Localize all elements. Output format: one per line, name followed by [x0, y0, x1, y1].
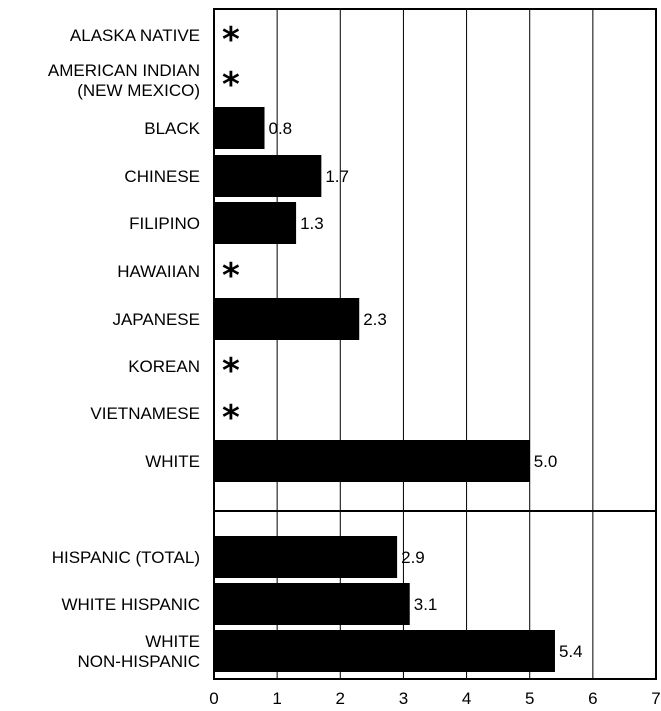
missing-marker-american-indian-new-mexico: *	[222, 65, 240, 105]
category-label-american-indian-new-mexico: AMERICAN INDIAN	[48, 61, 200, 80]
value-label-white-non-hispanic: 5.4	[559, 642, 583, 661]
missing-marker-korean: *	[222, 351, 240, 391]
category-label-white: WHITE	[145, 452, 200, 471]
category-label-japanese: JAPANESE	[112, 310, 200, 329]
category-label-chinese: CHINESE	[124, 167, 200, 186]
value-label-white: 5.0	[534, 452, 558, 471]
category-label-vietnamese: VIETNAMESE	[90, 404, 200, 423]
bar-japanese	[214, 298, 360, 340]
category-label-american-indian-new-mexico: (NEW MEXICO)	[77, 81, 200, 100]
value-label-hispanic-total: 2.9	[401, 548, 425, 567]
bar-chinese	[214, 155, 322, 197]
plot-frame	[213, 8, 657, 680]
category-label-hispanic-total: HISPANIC (TOTAL)	[52, 548, 200, 567]
value-label-filipino: 1.3	[300, 214, 324, 233]
x-tick-label-4: 4	[462, 689, 471, 708]
category-label-white-hispanic: WHITE HISPANIC	[61, 595, 200, 614]
grid-lines	[276, 9, 594, 679]
missing-marker-alaska-native: *	[222, 20, 240, 60]
category-label-filipino: FILIPINO	[129, 214, 200, 233]
value-label-chinese: 1.7	[325, 167, 349, 186]
category-label-alaska-native: ALASKA NATIVE	[70, 26, 200, 45]
value-label-white-hispanic: 3.1	[414, 595, 438, 614]
x-tick-label-7: 7	[651, 689, 660, 708]
x-tick-label-5: 5	[525, 689, 534, 708]
x-tick-label-6: 6	[588, 689, 597, 708]
bar-filipino	[214, 202, 297, 244]
category-label-black: BLACK	[144, 119, 200, 138]
bar-white-non-hispanic	[214, 630, 555, 672]
bar-black	[214, 107, 265, 149]
category-label-white-non-hispanic: WHITE	[145, 632, 200, 651]
x-tick-label-0: 0	[209, 689, 218, 708]
category-label-white-non-hispanic: NON-HISPANIC	[78, 652, 200, 671]
category-label-hawaiian: HAWAIIAN	[117, 262, 200, 281]
bar-white-hispanic	[214, 583, 410, 625]
value-label-japanese: 2.3	[363, 310, 387, 329]
missing-marker-hawaiian: *	[222, 256, 240, 296]
bars	[214, 107, 555, 672]
x-tick-label-3: 3	[399, 689, 408, 708]
plot-border	[213, 8, 657, 680]
missing-marker-vietnamese: *	[222, 398, 240, 438]
x-tick-label-2: 2	[336, 689, 345, 708]
value-label-black: 0.8	[269, 119, 293, 138]
bar-hispanic-total	[214, 536, 398, 578]
x-tick-label-1: 1	[272, 689, 281, 708]
bar-white	[214, 440, 530, 482]
category-label-korean: KOREAN	[128, 357, 200, 376]
labels: ALASKA NATIVE * AMERICAN INDIAN(NEW MEXICO…	[48, 20, 661, 708]
